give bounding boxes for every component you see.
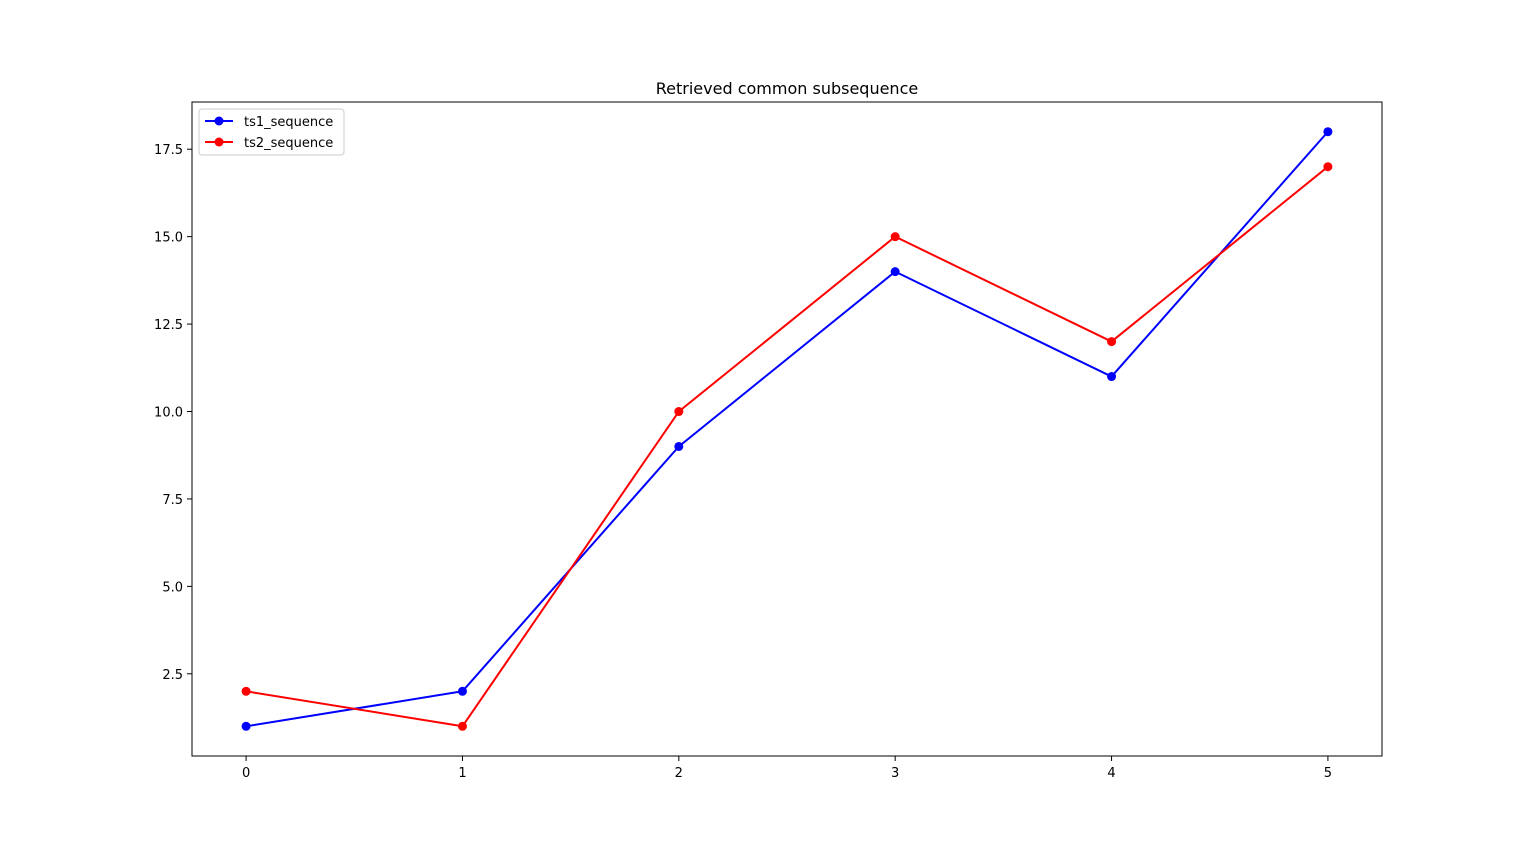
- data-point: [1107, 337, 1117, 347]
- plot-area: [191, 101, 1383, 757]
- data-point: [890, 232, 900, 242]
- series-line-1: [245, 131, 1329, 728]
- chart-title: Retrieved common subsequence: [656, 79, 918, 98]
- legend-marker-2: [214, 137, 224, 147]
- data-point: [1323, 162, 1333, 172]
- legend-label-2: ts2_sequence: [244, 136, 333, 151]
- data-point: [1323, 127, 1333, 137]
- y-tick-label: 7.5: [162, 493, 183, 508]
- plot-frame: [191, 101, 1383, 757]
- data-point: [1107, 372, 1117, 382]
- y-axis: 2.5 5.0 7.5 10.0 12.5 15.0 17.5: [154, 143, 192, 683]
- data-point: [457, 686, 467, 696]
- legend-label-1: ts1_sequence: [244, 115, 333, 130]
- x-tick-label: 2: [675, 766, 683, 781]
- x-tick-label: 3: [891, 766, 899, 781]
- data-point: [457, 721, 467, 731]
- legend: ts1_sequence ts2_sequence: [198, 108, 345, 156]
- x-tick-label: 4: [1107, 766, 1115, 781]
- data-point: [241, 721, 251, 731]
- y-tick-label: 15.0: [154, 231, 183, 246]
- x-tick-label: 0: [242, 766, 250, 781]
- y-tick-label: 10.0: [154, 406, 183, 421]
- data-point: [890, 267, 900, 277]
- x-axis: 0 1 2 3 4 5: [242, 756, 1332, 781]
- series-line-2: [245, 165, 1329, 728]
- legend-box: [198, 108, 345, 156]
- y-tick-label: 2.5: [162, 668, 183, 683]
- data-point: [674, 441, 684, 451]
- series-layer: [241, 127, 1333, 731]
- data-point: [674, 407, 684, 417]
- y-tick-label: 17.5: [154, 143, 183, 158]
- x-tick-label: 1: [458, 766, 466, 781]
- y-tick-label: 12.5: [154, 318, 183, 333]
- y-tick-label: 5.0: [162, 580, 183, 595]
- data-point: [241, 686, 251, 696]
- legend-marker-1: [214, 116, 224, 126]
- x-tick-label: 5: [1324, 766, 1332, 781]
